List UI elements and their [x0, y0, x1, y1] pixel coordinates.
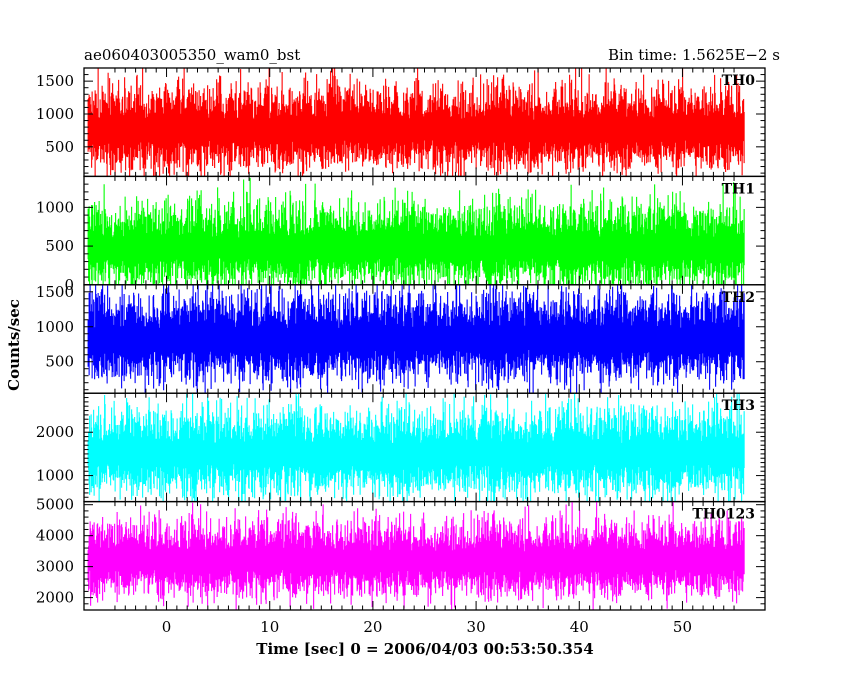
- y-axis-title: Counts/sec: [5, 299, 23, 391]
- series-line-th0123: [87, 501, 745, 610]
- y-tick-label: 500: [45, 237, 74, 255]
- y-tick-label: 500: [45, 353, 74, 371]
- panel-th3: 1000 2000 TH3: [36, 392, 766, 503]
- x-tick-label: 10: [260, 618, 279, 636]
- y-tick-label: 1500: [36, 283, 74, 301]
- x-tick-label: 50: [673, 618, 692, 636]
- panel-stack: 500 1000 1500 TH0 0 500 1000 TH1 500 1000 1500 TH2 1…: [36, 67, 766, 611]
- x-tick-label: 40: [570, 618, 589, 636]
- panel-label-th2: TH2: [722, 290, 755, 306]
- y-tick-label: 1000: [36, 105, 74, 123]
- panel-th2: 500 1000 1500 TH2: [36, 283, 766, 394]
- y-tick-label: 3000: [36, 558, 74, 576]
- y-tick-label: 2000: [36, 423, 74, 441]
- series-line-th3: [87, 393, 745, 502]
- series-line-th2: [87, 284, 745, 394]
- chart-title: ae060403005350_wam0_bst: [84, 46, 300, 64]
- panel-label-th0: TH0: [722, 73, 756, 89]
- panel-th0123: 2000 3000 4000 5000 TH0123: [36, 496, 766, 611]
- series-line-th0: [87, 68, 745, 177]
- y-tick-label: 4000: [36, 527, 74, 545]
- panel-th0: 500 1000 1500 TH0: [36, 67, 766, 178]
- x-tick-label: 30: [467, 618, 486, 636]
- x-tick-label: 0: [162, 618, 172, 636]
- y-tick-label: 1000: [36, 467, 74, 485]
- bin-time-label: Bin time: 1.5625E−2 s: [608, 46, 780, 64]
- y-tick-label: 0: [64, 276, 74, 294]
- y-tick-label: 1500: [36, 72, 74, 90]
- y-tick-label: 500: [45, 138, 74, 156]
- x-axis-title: Time [sec] 0 = 2006/04/03 00:53:50.354: [256, 640, 593, 658]
- x-tick-label: 20: [363, 618, 382, 636]
- x-axis: 0 10 20 30 40 50: [162, 618, 692, 636]
- y-tick-label: 1000: [36, 198, 74, 216]
- y-tick-label: 1000: [36, 318, 74, 336]
- y-tick-label: 5000: [36, 496, 74, 514]
- panel-th1: 0 500 1000 TH1: [36, 175, 766, 294]
- panel-label-th3: TH3: [722, 398, 755, 414]
- y-tick-label: 2000: [36, 589, 74, 607]
- panel-label-th0123: TH0123: [692, 507, 755, 523]
- panel-label-th1: TH1: [722, 181, 755, 197]
- series-line-th1: [87, 177, 745, 285]
